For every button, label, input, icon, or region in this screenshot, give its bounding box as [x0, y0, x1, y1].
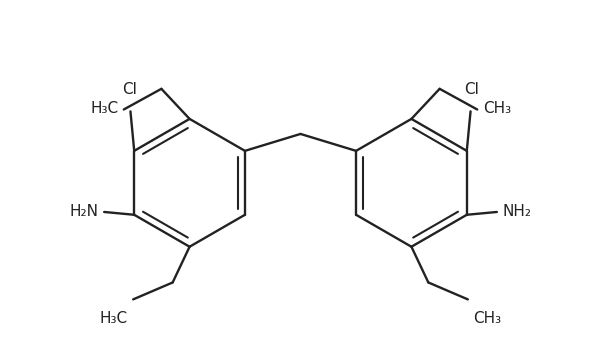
Text: CH₃: CH₃: [474, 311, 502, 326]
Text: H₃C: H₃C: [99, 311, 127, 326]
Text: NH₂: NH₂: [502, 203, 531, 219]
Text: Cl: Cl: [464, 82, 479, 97]
Text: CH₃: CH₃: [483, 101, 511, 116]
Text: H₃C: H₃C: [90, 101, 118, 116]
Text: H₂N: H₂N: [70, 203, 99, 219]
Text: Cl: Cl: [122, 82, 137, 97]
